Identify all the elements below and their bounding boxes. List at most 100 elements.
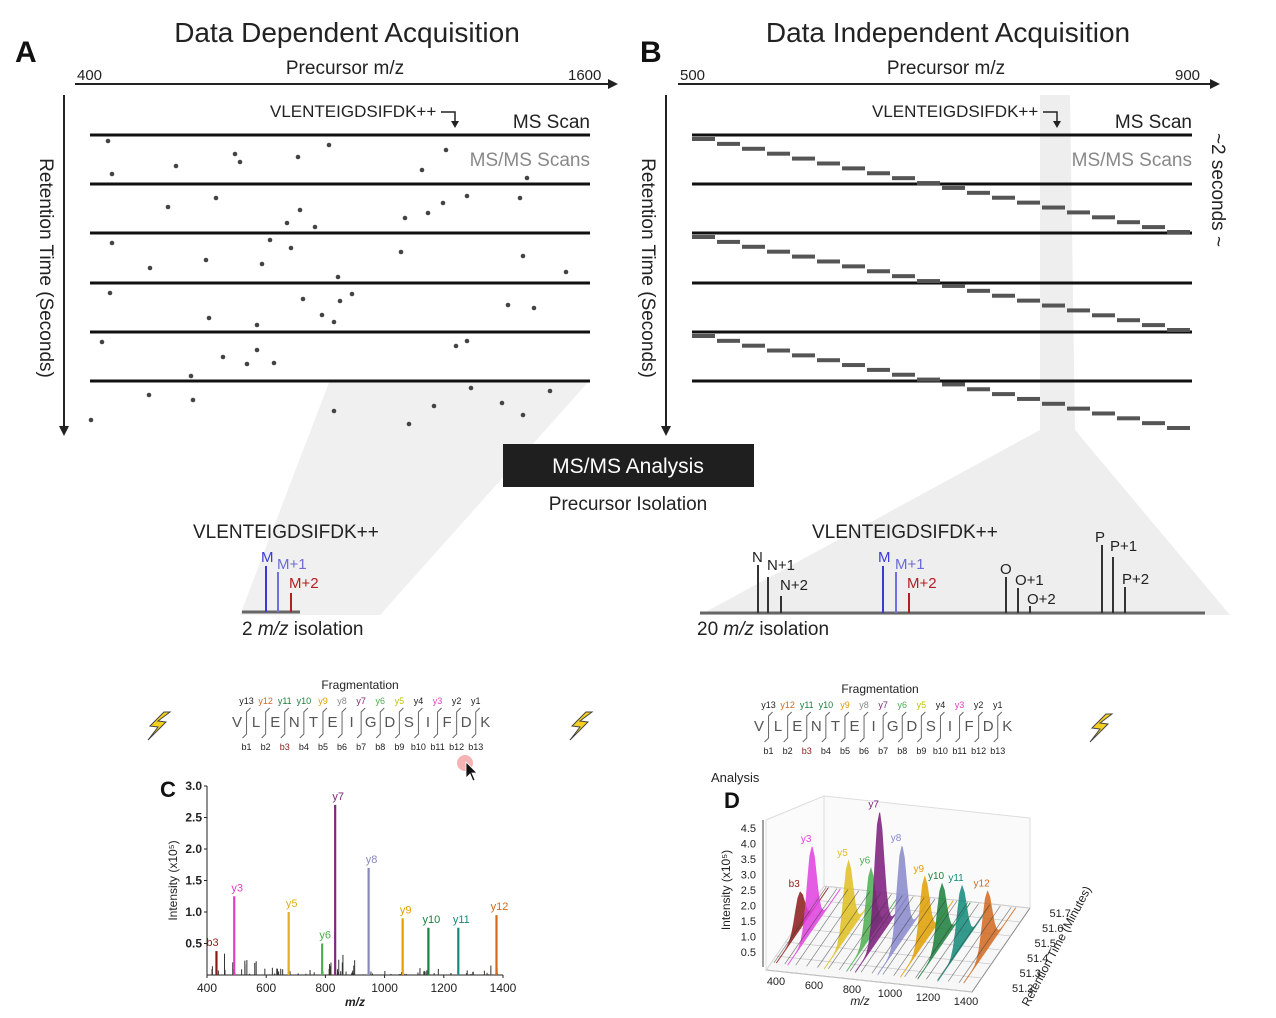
panel-c-y-tick-label: 2.5 (185, 811, 202, 825)
msms-dot (425, 210, 431, 216)
msms-dot (524, 175, 530, 181)
msms-window (892, 372, 915, 377)
y-ion-label: y1 (471, 696, 481, 706)
isolation-b-peak-label: O+2 (1027, 591, 1056, 608)
b-ion-label: b3 (280, 742, 290, 752)
msms-dot (173, 163, 179, 169)
fragmentation-title-left: Fragmentation (321, 678, 398, 692)
b-ion-label: b7 (878, 746, 888, 756)
msms-window (767, 151, 790, 156)
msms-dot (402, 215, 408, 221)
panel-d-y-label: Intensity (x10⁵) (719, 850, 733, 930)
msms-window (842, 166, 865, 171)
cleavage-bracket (859, 711, 869, 743)
cleavage-bracket (356, 707, 366, 739)
panel-c-y-label: Intensity (x10⁵) (166, 840, 180, 920)
msms-window (1042, 401, 1065, 406)
msms-window (967, 387, 990, 392)
y-ion-label: y3 (433, 696, 443, 706)
panel-c-x-tick-label: 400 (197, 981, 217, 995)
msms-dot (188, 373, 194, 379)
panel-d-grid (775, 955, 982, 979)
msms-dot (337, 298, 343, 304)
y-ion-label: y1 (993, 700, 1003, 710)
msms-dot (499, 400, 505, 406)
panel-c-y-tick-label: 2.0 (185, 842, 202, 856)
b-ion-label: b4 (299, 742, 309, 752)
cleavage-bracket (897, 711, 907, 743)
spectrum-peak-label: y6 (319, 930, 331, 942)
msms-dot (295, 154, 301, 160)
sequence-residue: D (384, 714, 395, 731)
msms-window (742, 146, 765, 151)
panel-a-msms-dots (88, 138, 569, 427)
b-ion-label: b2 (261, 742, 271, 752)
msms-dot (464, 193, 470, 199)
sequence-residue: I (872, 718, 876, 735)
panel-c-y-tick-label: 1.5 (185, 874, 202, 888)
panel-c-label: C (160, 777, 176, 802)
msms-dot (267, 237, 273, 243)
panel-b-xmax: 900 (1175, 67, 1200, 84)
xic-trace-label: y3 (801, 834, 812, 845)
noise-trace (828, 892, 881, 969)
panel-d-x-tick-label: 600 (805, 980, 823, 992)
noise-trace (849, 895, 903, 972)
sequence-residue: N (811, 718, 822, 735)
isolation-b-peak-label: P+1 (1110, 538, 1137, 555)
b-ion-label: b1 (764, 746, 774, 756)
panel-d-z-tick-label: 51.6 (1042, 923, 1063, 935)
msms-dot (146, 392, 152, 398)
msms-window (842, 363, 865, 368)
panel-a-msms-scans: MS/MS Scans (470, 150, 590, 171)
y-ion-label: y11 (278, 696, 292, 706)
cleavage-bracket (375, 707, 385, 739)
panel-b-label: B (640, 36, 662, 69)
msms-window (817, 161, 840, 166)
msms-window (842, 264, 865, 269)
panel-a-xmin: 400 (77, 67, 102, 84)
panel-d-y-tick-label: 2.0 (741, 901, 756, 913)
isolation-b-peak-label: M+2 (907, 575, 937, 592)
cleavage-bracket (471, 707, 481, 739)
noise-trace (937, 904, 990, 981)
sequence-residue: V (232, 714, 242, 731)
msms-dot (398, 249, 404, 255)
cleavage-bracket (993, 711, 1003, 743)
y-ion-label: y5 (917, 700, 927, 710)
noise-trace (795, 889, 849, 966)
y-ion-label: y8 (337, 696, 347, 706)
y-ion-label: y2 (974, 700, 984, 710)
funnel-a (240, 380, 590, 615)
xic-trace-label: y7 (868, 800, 879, 811)
panel-b-msms-windows (692, 137, 1190, 430)
panel-d-y-tick-label: 4.0 (741, 839, 756, 851)
panel-d-corner-text: Analysis (711, 770, 760, 785)
panel-d-x-tick-label: 1000 (878, 988, 902, 1000)
msms-window (1142, 323, 1165, 328)
cleavage-bracket (783, 711, 793, 743)
msms-window (942, 185, 965, 190)
msms-dot (105, 138, 111, 144)
msms-dot (331, 319, 337, 325)
msms-dot (271, 360, 277, 366)
panel-d-chart: 0.5 1.0 1.5 2.0 2.5 3.0 3.5 4.0 4.5 Intensity (x1… (719, 795, 1094, 1009)
noise-trace (806, 890, 860, 967)
y-ion-label: y7 (356, 696, 366, 706)
panel-a-peptide-arrow (441, 111, 456, 124)
cleavage-bracket (299, 707, 309, 739)
spectrum-peak-label: y3 (231, 882, 243, 894)
noise-trace (882, 898, 936, 975)
panel-d-x-tick-label: 1200 (916, 992, 940, 1004)
sequence-residue: D (461, 714, 472, 731)
y-ion-label: y7 (878, 700, 888, 710)
b-ion-label: b8 (375, 742, 385, 752)
y-ion-label: y2 (452, 696, 462, 706)
b-ion-label: b5 (318, 742, 328, 752)
msms-window (692, 235, 715, 239)
lightning-icon (147, 711, 172, 741)
panel-a-x-arrowhead (608, 79, 618, 89)
spectrum-peak-label: y11 (453, 914, 470, 926)
msms-window (867, 367, 890, 372)
